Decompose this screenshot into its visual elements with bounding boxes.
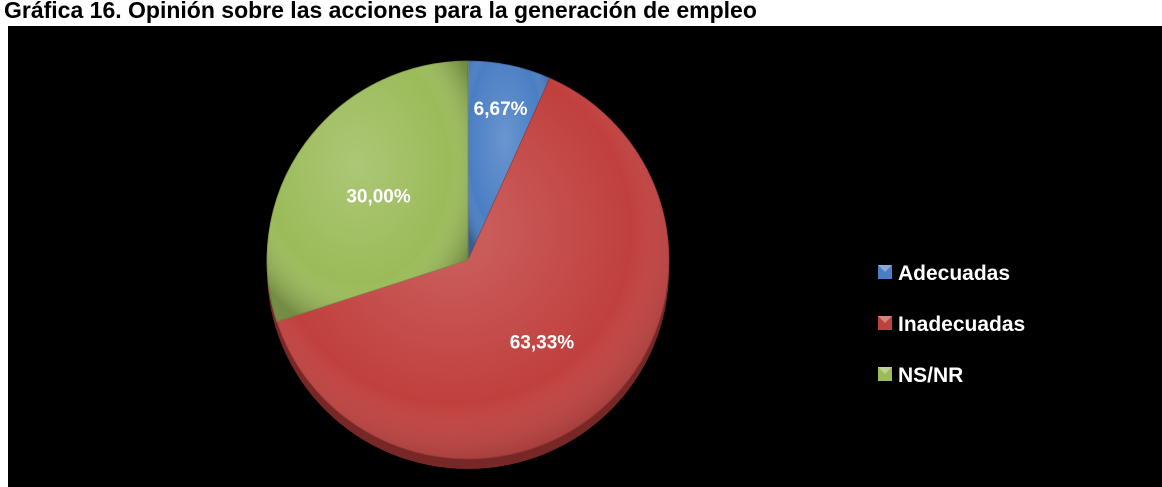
legend-label-adecuadas: Adecuadas (898, 262, 1010, 285)
pie-slice-shading-inadecuadas (276, 78, 669, 460)
legend-swatch-inadecuadas (878, 316, 892, 330)
legend-swatch-highlight-ns-nr (878, 367, 892, 374)
legend-label-inadecuadas: Inadecuadas (898, 313, 1025, 336)
pie-chart: 6,67% 63,33% 30,00% Adecuadas Inadecuadas NS… (266, 60, 1025, 469)
legend-swatch-highlight-inadecuadas (878, 316, 892, 323)
legend-swatch-highlight-adecuadas (878, 265, 892, 272)
legend-label-ns-nr: NS/NR (898, 364, 963, 387)
data-label-inadecuadas: 63,33% (510, 332, 575, 353)
data-label-adecuadas: 6,67% (474, 99, 528, 120)
legend-swatch-adecuadas (878, 265, 892, 279)
chart-area: 6,67% 63,33% 30,00% Adecuadas Inadecuadas NS… (8, 26, 1162, 487)
pie-slice-shading-ns-nr (266, 61, 468, 322)
legend-swatch-ns-nr (878, 367, 892, 381)
pie-slice-shading-adecuadas (468, 61, 550, 260)
data-label-ns-nr: 30,00% (346, 187, 411, 208)
chart-title: Gráfica 16. Opinión sobre las acciones p… (4, 0, 757, 23)
